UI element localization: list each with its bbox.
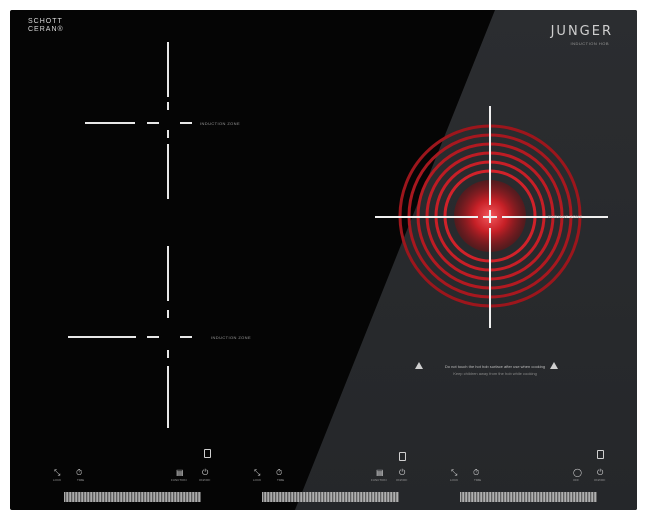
zone3-power-icon[interactable]: ⏻ <box>597 468 604 477</box>
zone2-indicator-icon <box>399 452 406 461</box>
zone1-lock-label: LOCK <box>53 478 62 482</box>
schott-ceran-logo: SCHOTT CERAN® <box>28 18 64 34</box>
warning-icon-right <box>550 362 558 369</box>
bottom-zone-vertical-dash1 <box>167 310 169 318</box>
zone3-off-label: OFF <box>573 478 579 482</box>
top-zone-horizontal-left <box>85 122 135 124</box>
bottom-zone-vertical-upper <box>167 246 169 301</box>
zone3-power-label: ON/OFF <box>594 478 606 482</box>
bottom-zone-vertical-dash2 <box>167 350 169 358</box>
warning-icon-left <box>415 362 423 369</box>
top-zone-vertical-upper <box>167 42 169 97</box>
zone1-power-label: ON/OFF <box>199 478 211 482</box>
schott-logo-line2: CERAN® <box>28 26 64 33</box>
zone2-function-icon[interactable]: ▤ <box>376 468 384 477</box>
zone2-power-slider[interactable] <box>262 492 399 502</box>
zone1-timer-label: TIME <box>77 478 85 482</box>
zone1-timer-icon[interactable]: ⏱ <box>76 468 83 477</box>
schott-logo-line1: SCHOTT <box>28 18 63 25</box>
bottom-zone-horizontal-left <box>68 336 136 338</box>
zone3-lock-icon[interactable]: ⤡ <box>451 468 458 477</box>
top-zone-label: INDUCTION ZONE <box>200 121 241 126</box>
warning-message: Do not touch the hot hob surface after u… <box>420 364 570 376</box>
zone1-function-icon[interactable]: ▤ <box>176 468 184 477</box>
top-zone-horizontal-dash2 <box>180 122 192 124</box>
zone2-timer-icon[interactable]: ⏱ <box>276 468 283 477</box>
cooktop-glass-panel: SCHOTT CERAN® JUNGER INDUCTION HOB RADIA… <box>10 10 637 510</box>
radiant-zone-graphic <box>375 106 608 328</box>
zone2-function-label: FUNCTION <box>371 478 387 482</box>
zone2-lock-label: LOCK <box>253 478 262 482</box>
zone1-function-label: FUNCTION <box>171 478 187 482</box>
junger-logo: JUNGER <box>550 24 613 39</box>
zone3-timer-icon[interactable]: ⏱ <box>473 468 480 477</box>
zone2-timer-label: TIME <box>277 478 285 482</box>
top-zone-vertical-lower <box>167 144 169 199</box>
zone2-power-label: ON/OFF <box>396 478 408 482</box>
bottom-zone-label: INDUCTION ZONE <box>211 335 252 340</box>
junger-subtitle: INDUCTION HOB <box>570 41 609 46</box>
zone1-power-icon[interactable]: ⏻ <box>202 468 209 477</box>
zone3-indicator-icon <box>597 450 604 459</box>
zone1-indicator-icon <box>204 449 211 458</box>
zone3-timer-label: TIME <box>474 478 482 482</box>
zone1-power-slider[interactable] <box>64 492 201 502</box>
top-zone-horizontal-dash1 <box>147 122 159 124</box>
warning-text: Do not touch the hot hob surface after u… <box>444 364 546 369</box>
zone3-off-icon[interactable]: ◯ <box>573 468 582 477</box>
zone3-power-slider[interactable] <box>460 492 597 502</box>
zone2-power-icon[interactable]: ⏻ <box>399 468 406 477</box>
top-zone-vertical-dash1 <box>167 102 169 110</box>
right-zone-label: RADIANT ZONE <box>548 214 583 219</box>
zone2-lock-icon[interactable]: ⤡ <box>254 468 261 477</box>
bottom-zone-vertical-lower <box>167 366 169 428</box>
top-zone-vertical-dash2 <box>167 130 169 138</box>
bottom-zone-horizontal-dash1 <box>147 336 159 338</box>
warning-subtext: Keep children away from the hob while co… <box>453 371 537 376</box>
bottom-zone-horizontal-dash2 <box>180 336 192 338</box>
zone1-lock-icon[interactable]: ⤡ <box>54 468 61 477</box>
zone3-lock-label: LOCK <box>450 478 459 482</box>
